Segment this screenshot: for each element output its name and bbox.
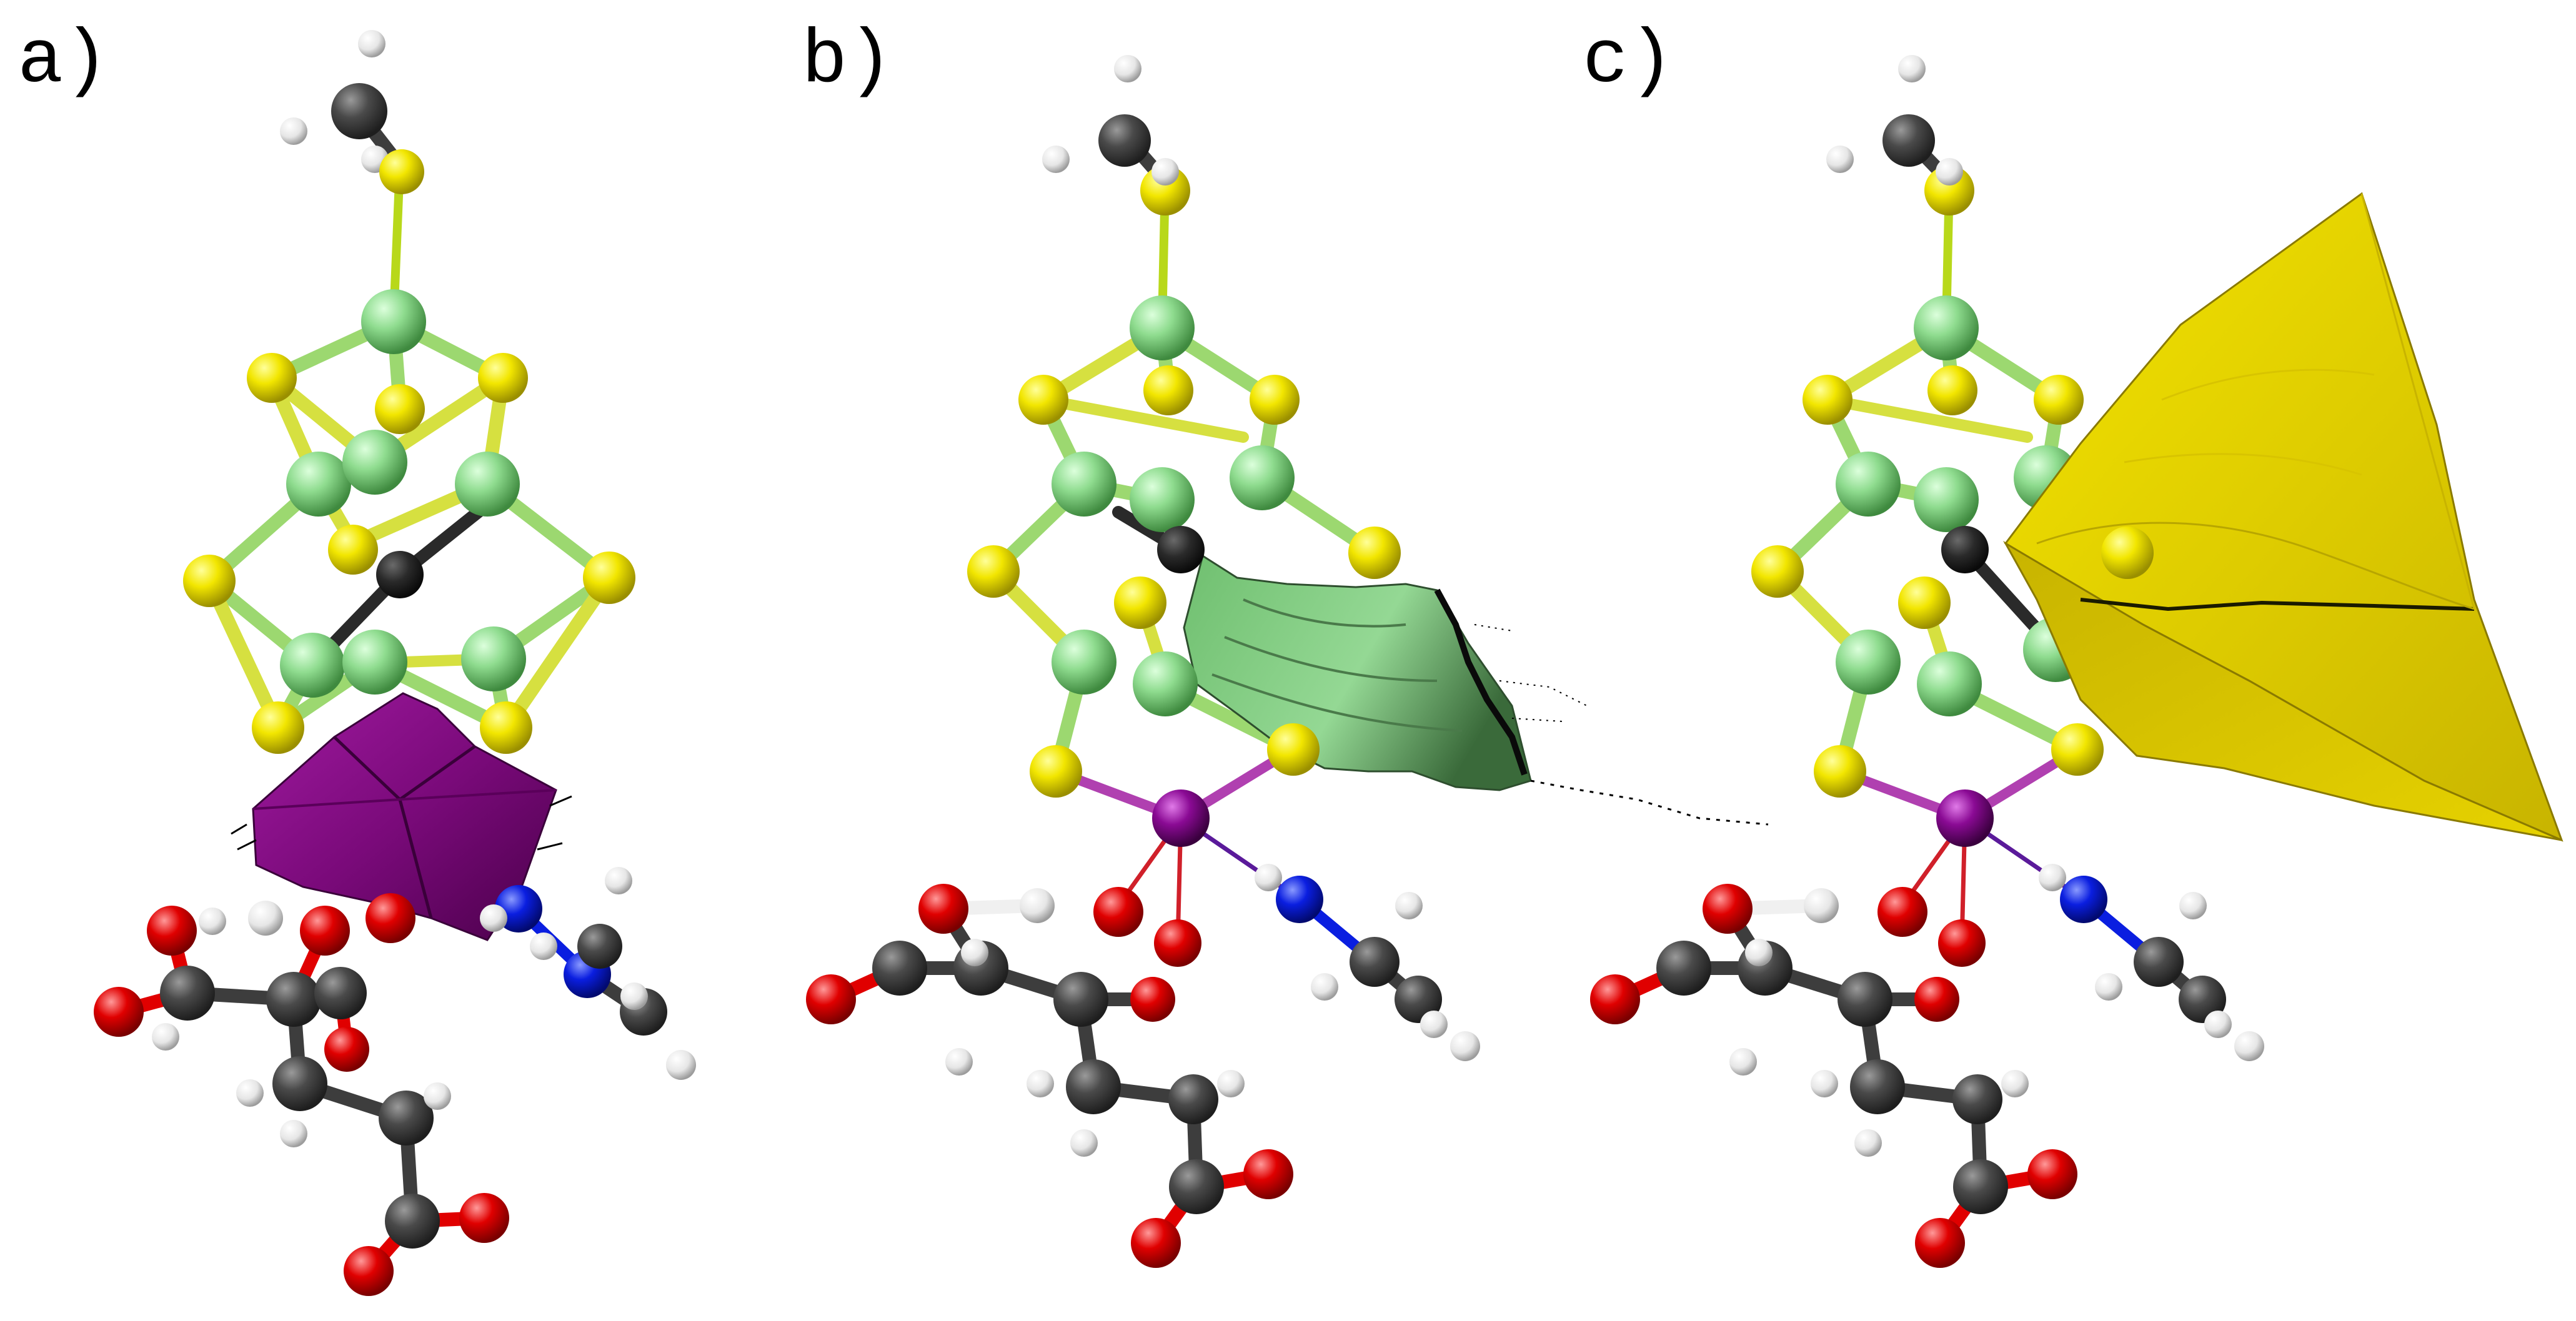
panel-label-c: c): [1583, 17, 1674, 104]
panel-a: [94, 30, 696, 1296]
panel-label-a: a): [17, 17, 109, 104]
panel-a-atoms: [94, 30, 696, 1296]
panel-b-atoms: [806, 55, 1480, 1268]
panel-c-atoms-front: [1590, 527, 2264, 1268]
panel-c: [1590, 55, 2564, 1268]
panel-c-atoms-behind: [1751, 55, 2088, 716]
panel-b: [806, 55, 1769, 1268]
green-surface: [1183, 554, 1769, 826]
yellow-surface: [2003, 192, 2564, 842]
panel-label-b: b): [802, 17, 893, 104]
